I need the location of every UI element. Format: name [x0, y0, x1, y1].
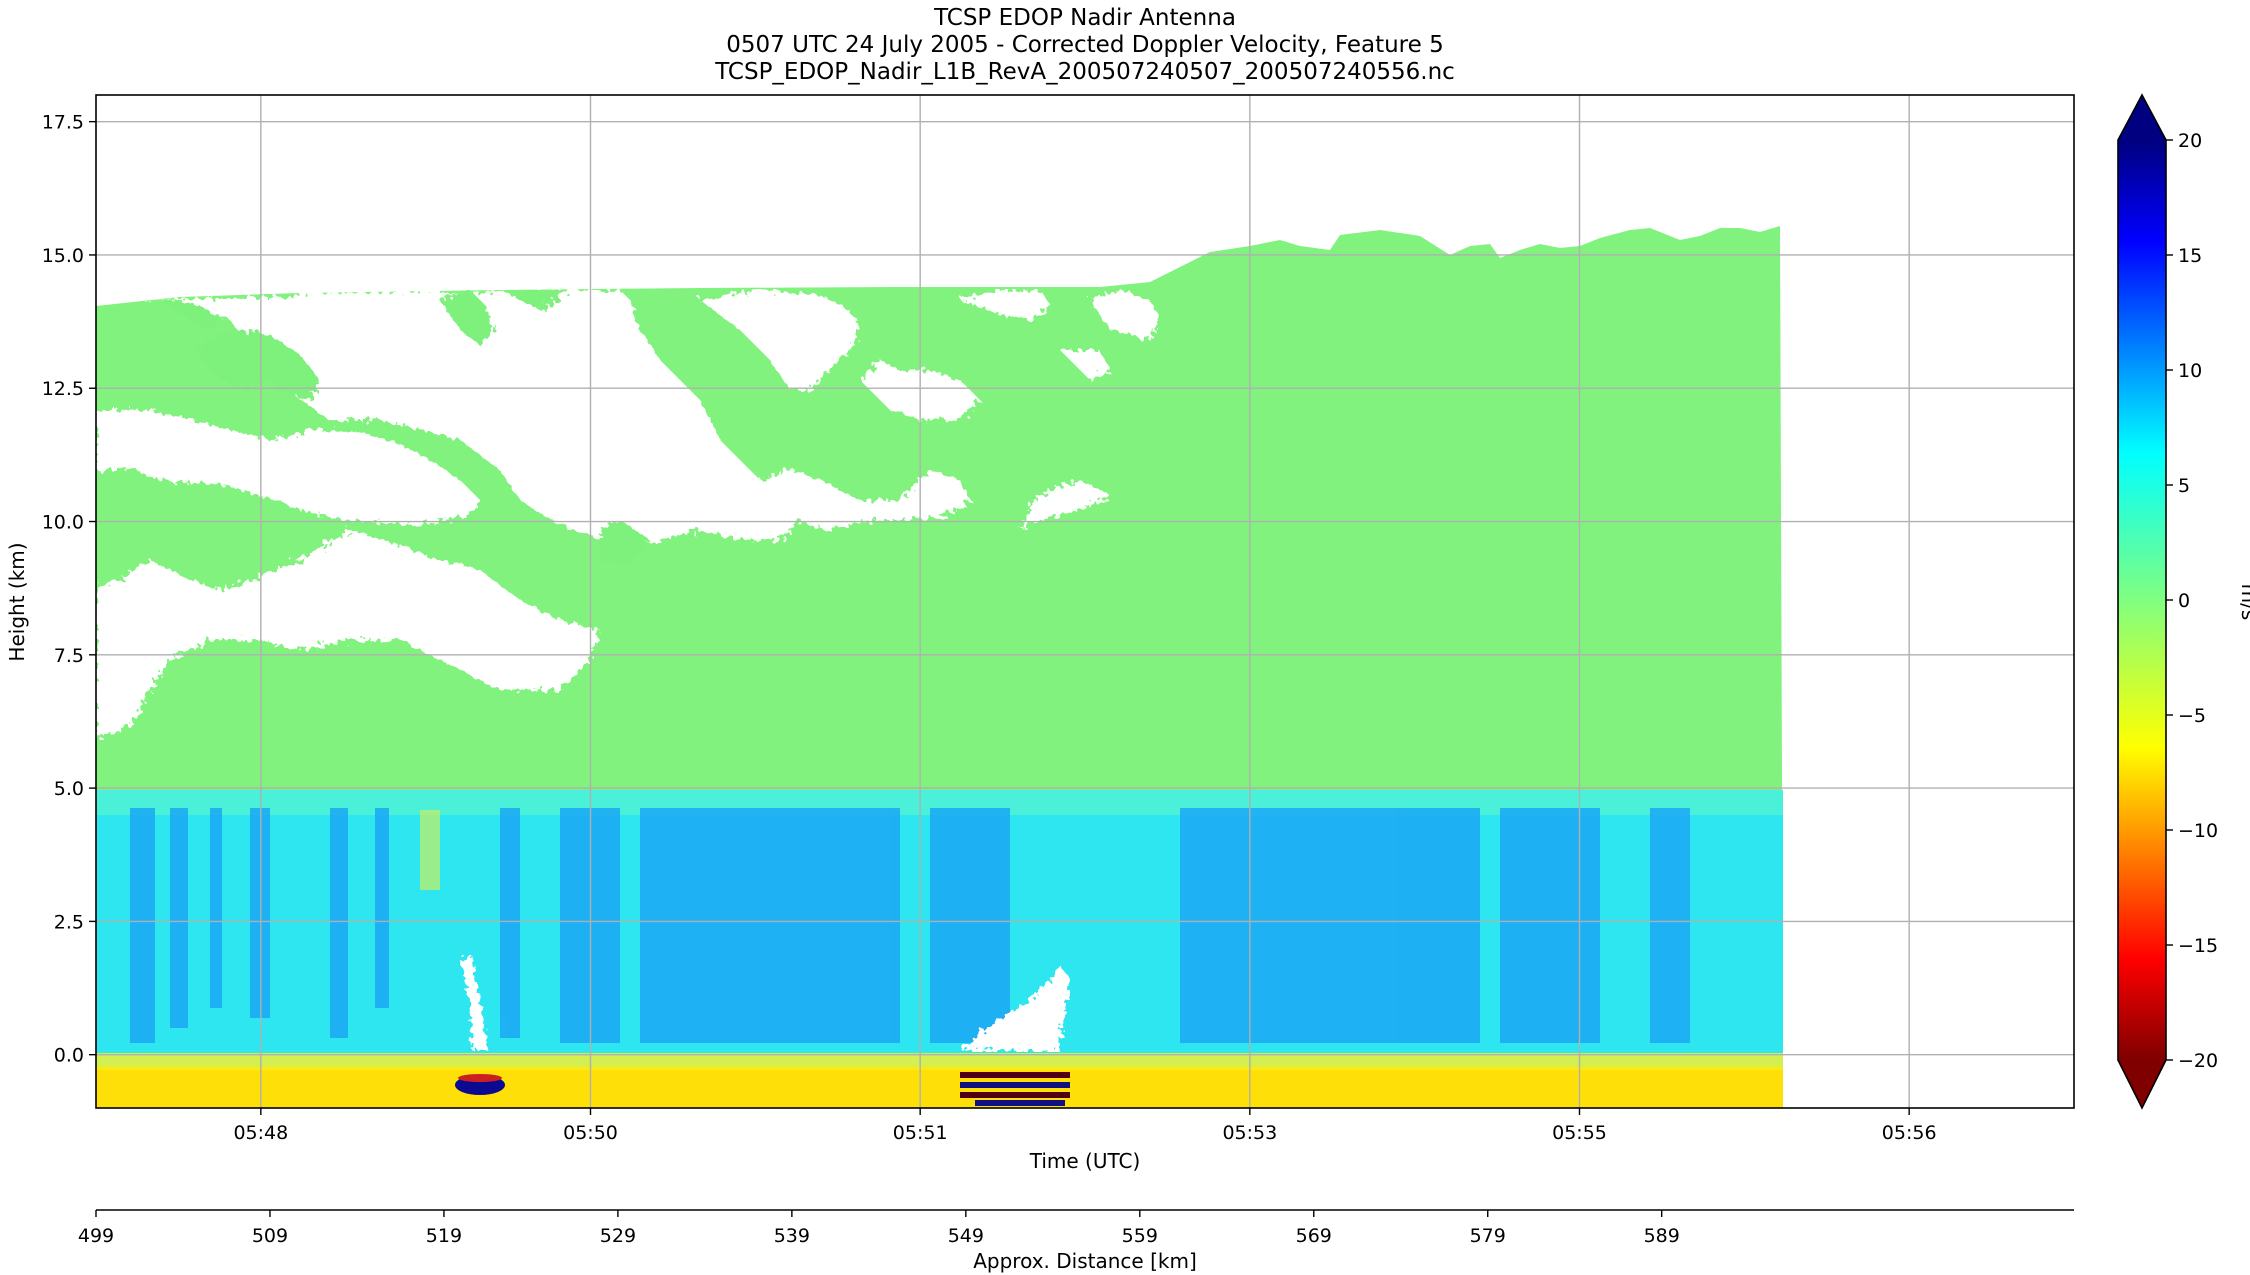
y-axis-ticks: 0.0 2.5 5.0 7.5 10.0 12.5 15.0 17.5	[42, 112, 96, 1067]
distance-axis-ticks: 499 509 519 529 539 549 559 569 579 589	[78, 1210, 1680, 1247]
title-line-3: TCSP_EDOP_Nadir_L1B_RevA_200507240507_20…	[714, 59, 1455, 85]
distance-axis-label: Approx. Distance [km]	[973, 1249, 1197, 1273]
colorbar-tick-label: −20	[2178, 1050, 2218, 1072]
title-line-1: TCSP EDOP Nadir Antenna	[933, 5, 1236, 31]
colorbar-tick-label: −10	[2178, 820, 2218, 842]
colorbar-tick-label: 20	[2178, 130, 2202, 152]
y-tick-label: 7.5	[54, 645, 84, 667]
y-tick-label: 12.5	[42, 378, 84, 400]
colorbar-tick-label: 15	[2178, 245, 2202, 267]
x-axis-label: Time (UTC)	[1029, 1149, 1141, 1173]
y-tick-label: 10.0	[42, 512, 84, 534]
x-tick-label: 05:56	[1882, 1122, 1937, 1144]
colorbar-tick-label: 5	[2178, 475, 2190, 497]
x-tick-label: 05:53	[1222, 1122, 1277, 1144]
colorbar-label: m/s	[2237, 584, 2250, 621]
x-tick-label: 05:55	[1552, 1122, 1607, 1144]
x-axis-ticks: 05:48 05:50 05:51 05:53 05:55 05:56	[233, 1108, 1937, 1144]
colorbar-tick-label: 0	[2178, 590, 2190, 612]
colorbar-tick-label: −5	[2178, 705, 2206, 727]
distance-tick-label: 559	[1122, 1225, 1158, 1247]
distance-tick-label: 509	[252, 1225, 288, 1247]
y-tick-label: 0.0	[54, 1045, 84, 1067]
y-tick-label: 2.5	[54, 911, 84, 933]
distance-tick-label: 499	[78, 1225, 114, 1247]
grid-lines	[96, 95, 2074, 1108]
distance-tick-label: 549	[948, 1225, 984, 1247]
colorbar-gradient	[2118, 140, 2166, 1060]
colorbar-upper-extension	[2118, 95, 2166, 140]
echo-free-gaps	[96, 289, 1160, 740]
distance-tick-label: 589	[1644, 1225, 1680, 1247]
distance-tick-label: 529	[600, 1225, 636, 1247]
y-tick-label: 15.0	[42, 245, 84, 267]
colorbar-lower-extension	[2118, 1060, 2166, 1108]
colorbar	[2117, 93, 2167, 1110]
x-tick-label: 05:48	[233, 1122, 288, 1144]
y-axis-label: Height (km)	[5, 542, 29, 661]
distance-tick-label: 579	[1470, 1225, 1506, 1247]
y-tick-label: 17.5	[42, 112, 84, 134]
surface-echo-gaps	[460, 955, 1070, 1052]
distance-tick-label: 569	[1296, 1225, 1332, 1247]
distance-tick-label: 519	[426, 1225, 462, 1247]
y-tick-label: 5.0	[54, 778, 84, 800]
colorbar-tick-label: 10	[2178, 360, 2202, 382]
x-tick-label: 05:50	[563, 1122, 618, 1144]
plot-frame	[95, 94, 2075, 1109]
colorbar-tick-label: −15	[2178, 935, 2218, 957]
no-data-region	[1784, 95, 2074, 1108]
colorbar-ticks: −20 −15 −10 −5 0 5 10 15 20	[2166, 130, 2218, 1072]
distance-tick-label: 539	[774, 1225, 810, 1247]
updraft-streak	[420, 810, 440, 890]
title-line-2: 0507 UTC 24 July 2005 - Corrected Dopple…	[726, 32, 1443, 58]
colorbar-outline	[2117, 93, 2167, 1110]
upper-cloud-fragments	[160, 290, 650, 565]
x-tick-label: 05:51	[893, 1122, 948, 1144]
surface-dark-blobs	[455, 1072, 1070, 1106]
heatmap-field	[96, 95, 2074, 1108]
